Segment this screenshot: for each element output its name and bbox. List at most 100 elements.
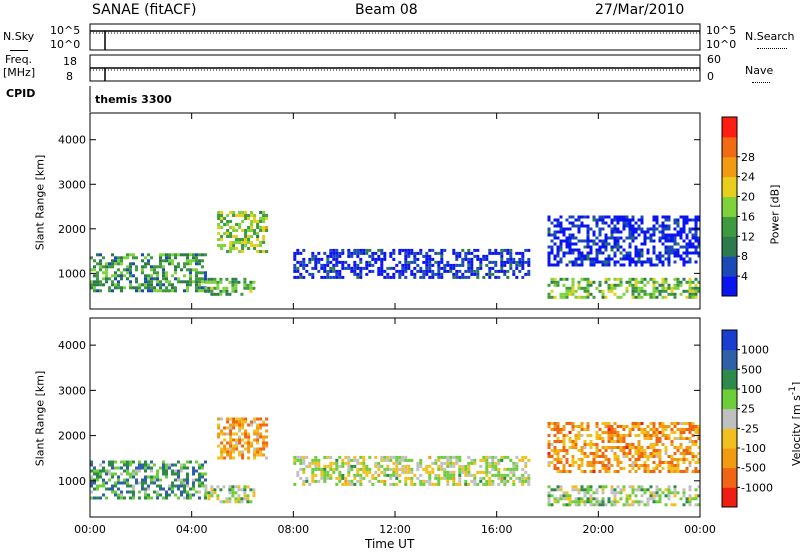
data-cell bbox=[565, 458, 569, 461]
data-cell bbox=[622, 239, 626, 243]
data-cell bbox=[688, 428, 692, 431]
data-cell bbox=[201, 271, 204, 275]
data-cell bbox=[377, 272, 381, 276]
data-cell bbox=[265, 429, 269, 433]
data-cell bbox=[661, 215, 665, 219]
data-cell bbox=[458, 479, 462, 483]
data-cell bbox=[147, 289, 150, 293]
data-cell bbox=[616, 260, 620, 264]
data-cell bbox=[362, 458, 366, 462]
data-cell bbox=[356, 272, 360, 276]
data-cell bbox=[232, 235, 236, 238]
data-cell bbox=[688, 437, 692, 440]
data-cell bbox=[226, 232, 230, 235]
data-cell bbox=[353, 260, 357, 264]
data-cell bbox=[244, 420, 248, 424]
data-cell bbox=[189, 277, 192, 281]
data-cell bbox=[220, 450, 224, 454]
data-cell bbox=[153, 478, 156, 482]
data-cell bbox=[323, 467, 327, 471]
data-cell bbox=[256, 238, 260, 241]
data-cell bbox=[198, 463, 201, 467]
data-cell bbox=[637, 218, 641, 222]
data-cell bbox=[676, 464, 680, 467]
data-cell bbox=[640, 263, 644, 267]
data-cell bbox=[494, 269, 498, 273]
data-cell bbox=[338, 476, 342, 480]
data-cell bbox=[132, 256, 135, 260]
data-cell bbox=[697, 428, 701, 431]
data-cell bbox=[661, 230, 665, 234]
data-cell bbox=[500, 254, 504, 258]
data-cell bbox=[241, 450, 245, 454]
data-cell bbox=[296, 248, 300, 252]
data-cell bbox=[147, 496, 150, 500]
data-cell bbox=[589, 248, 593, 252]
data-cell bbox=[625, 446, 629, 449]
data-cell bbox=[643, 449, 647, 452]
data-cell bbox=[150, 460, 153, 464]
data-cell bbox=[682, 239, 686, 243]
data-cell bbox=[547, 254, 551, 258]
data-cell bbox=[559, 494, 563, 498]
data-cell bbox=[219, 488, 223, 492]
data-cell bbox=[694, 443, 698, 446]
data-cell bbox=[643, 491, 647, 495]
data-cell bbox=[108, 460, 111, 464]
data-cell bbox=[204, 280, 208, 284]
data-cell bbox=[244, 214, 248, 217]
data-cell bbox=[652, 283, 656, 287]
data-cell bbox=[135, 289, 138, 293]
data-cell bbox=[425, 263, 429, 267]
data-cell bbox=[238, 453, 242, 457]
data-cell bbox=[256, 441, 260, 445]
data-cell bbox=[452, 251, 456, 255]
data-cell bbox=[661, 277, 665, 281]
data-cell bbox=[574, 263, 578, 267]
data-cell bbox=[658, 464, 662, 467]
data-cell bbox=[458, 254, 462, 258]
data-cell bbox=[547, 440, 551, 443]
data-cell bbox=[571, 233, 575, 237]
data-cell bbox=[619, 230, 623, 234]
data-cell bbox=[607, 215, 611, 219]
data-cell bbox=[562, 230, 566, 234]
data-cell bbox=[595, 254, 599, 258]
data-cell bbox=[250, 229, 254, 232]
data-cell bbox=[362, 251, 366, 255]
data-cell bbox=[497, 251, 501, 255]
data-cell bbox=[201, 466, 204, 470]
data-cell bbox=[616, 215, 620, 219]
data-cell bbox=[422, 275, 426, 279]
data-cell bbox=[515, 467, 519, 471]
data-cell bbox=[574, 503, 578, 507]
data-cell bbox=[652, 218, 656, 222]
data-cell bbox=[395, 473, 399, 477]
data-cell bbox=[613, 440, 617, 443]
data-cell bbox=[177, 265, 180, 269]
data-cell bbox=[688, 485, 692, 489]
data-cell bbox=[527, 269, 531, 273]
data-cell bbox=[568, 500, 572, 504]
data-cell bbox=[562, 467, 566, 470]
data-cell bbox=[443, 263, 447, 267]
data-cell bbox=[326, 464, 330, 468]
data-cell bbox=[464, 275, 468, 279]
data-cell bbox=[455, 263, 459, 267]
data-cell bbox=[503, 272, 507, 276]
data-cell bbox=[652, 494, 656, 498]
data-cell bbox=[580, 263, 584, 267]
data-cell bbox=[550, 280, 554, 284]
data-cell bbox=[470, 461, 474, 465]
data-cell bbox=[323, 275, 327, 279]
data-cell bbox=[198, 286, 201, 290]
data-cell bbox=[518, 263, 522, 267]
data-cell bbox=[335, 458, 339, 462]
data-cell bbox=[129, 496, 132, 500]
data-cell bbox=[380, 470, 384, 474]
data-cell bbox=[664, 280, 668, 284]
data-cell bbox=[458, 470, 462, 474]
data-cell bbox=[685, 245, 689, 249]
data-cell bbox=[392, 275, 396, 279]
data-cell bbox=[652, 500, 656, 504]
